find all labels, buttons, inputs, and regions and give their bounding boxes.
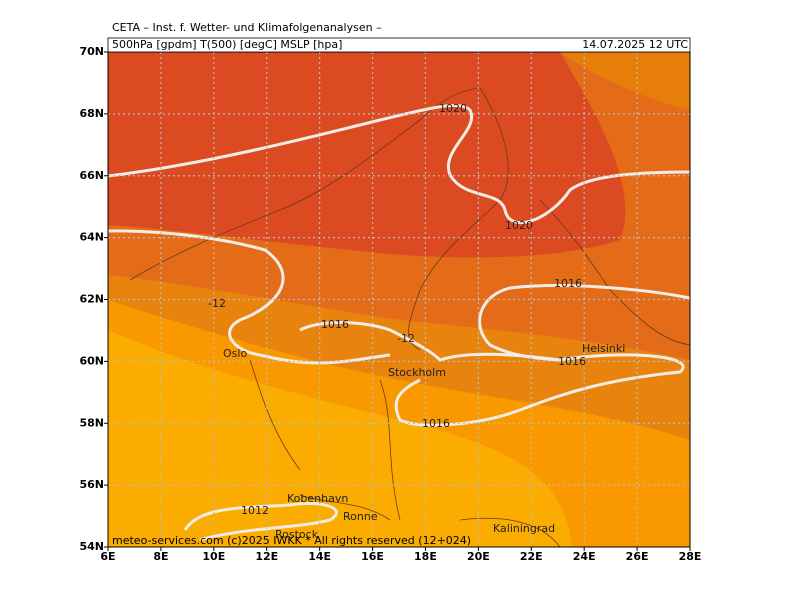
isobar <box>108 229 391 365</box>
contour-label: 1016 <box>422 417 450 430</box>
lon-label: 10E <box>202 550 225 563</box>
lon-label: 24E <box>573 550 596 563</box>
lon-label: 6E <box>100 550 115 563</box>
place-label: Stockholm <box>388 366 446 379</box>
contour-label: 1016 <box>554 277 582 290</box>
footer: meteo-services.com (c)2025 IWKK * All ri… <box>112 534 471 547</box>
lat-label: 70N <box>79 45 104 58</box>
lon-label: 12E <box>255 550 278 563</box>
lat-label: 56N <box>79 478 104 491</box>
contour-label: 1020 <box>439 102 467 115</box>
contour-label: 1016 <box>558 355 586 368</box>
lon-label: 22E <box>520 550 543 563</box>
lon-label: 8E <box>153 550 168 563</box>
place-label: Kobenhavn <box>287 492 348 505</box>
header-line1: CETA – Inst. f. Wetter- und Klimafolgena… <box>112 21 382 34</box>
isobar <box>108 103 690 225</box>
lat-label: 66N <box>79 169 104 182</box>
lon-label: 28E <box>679 550 702 563</box>
isobar <box>183 501 338 542</box>
contour-label: -12 <box>397 332 415 345</box>
lon-label: 20E <box>467 550 490 563</box>
band-corner <box>560 52 690 110</box>
coastline <box>129 87 690 547</box>
band-red <box>108 52 626 258</box>
isobar <box>299 321 685 427</box>
lon-label: 14E <box>308 550 331 563</box>
contour-label: 1012 <box>241 504 269 517</box>
header-box <box>107 37 691 53</box>
lon-label: 16E <box>361 550 384 563</box>
place-label: Kaliningrad <box>493 522 555 535</box>
lat-label: 54N <box>79 540 104 553</box>
lon-label: 18E <box>414 550 437 563</box>
place-label: Rostock <box>275 528 319 541</box>
contour-label: -12 <box>208 297 226 310</box>
header-datetime: 14.07.2025 12 UTC <box>582 38 688 51</box>
lat-label: 68N <box>79 107 104 120</box>
place-label: Oslo <box>223 347 247 360</box>
lat-label: 58N <box>79 416 104 429</box>
isobar <box>478 284 690 362</box>
place-label: Ronne <box>343 510 378 523</box>
header-line2: 500hPa [gpdm] T(500) [degC] MSLP [hpa] <box>112 38 342 51</box>
lon-label: 26E <box>626 550 649 563</box>
lat-label: 64N <box>79 231 104 244</box>
contour-label: 1016 <box>321 318 349 331</box>
lat-label: 62N <box>79 293 104 306</box>
contour-label: 1020 <box>505 219 533 232</box>
lat-label: 60N <box>79 354 104 367</box>
place-label: Helsinki <box>582 342 625 355</box>
